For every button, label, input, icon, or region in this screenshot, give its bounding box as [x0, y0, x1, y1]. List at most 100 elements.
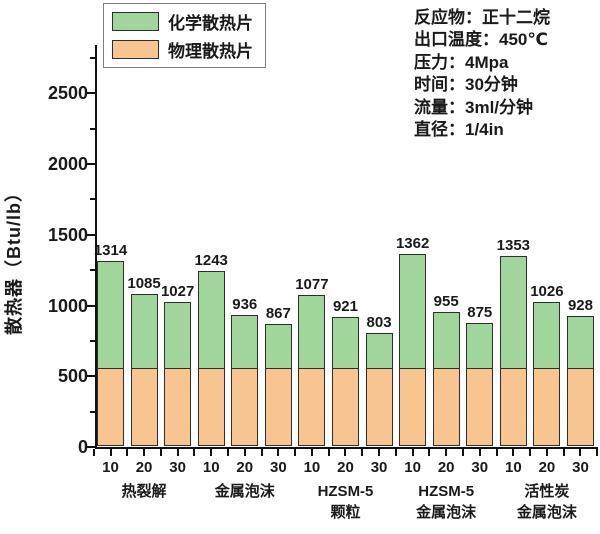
x-axis-tick [109, 449, 112, 456]
y-minor-tick [90, 127, 95, 130]
bar [264, 324, 292, 447]
bar [164, 301, 192, 447]
bar-segment-chemical [264, 324, 292, 370]
group-label: 颗粒 [330, 504, 361, 521]
x-axis-tick [478, 449, 481, 456]
x-axis-tick [529, 449, 532, 456]
bar [566, 315, 594, 447]
bar-segment-physical [331, 368, 359, 446]
bar-value-label: 1085 [127, 274, 161, 292]
bar-segment-physical [97, 368, 124, 446]
x-tick-label: 10 [102, 459, 119, 476]
bar-value-label: 1026 [530, 282, 564, 300]
bar-segment-chemical [331, 316, 359, 370]
bar [399, 254, 427, 447]
bar-segment-chemical [399, 254, 427, 370]
bar [231, 314, 259, 447]
annotation-line: 流量：3ml/分钟 [414, 97, 534, 117]
y-tick-label: 0 [77, 437, 88, 457]
bar-value-label: 875 [467, 304, 493, 322]
bar-segment-physical [566, 368, 594, 446]
chemical-swatch-icon [112, 12, 159, 31]
bar-segment-physical [298, 368, 326, 446]
x-axis-tick [361, 449, 364, 456]
bar-value-label: 1077 [295, 275, 329, 293]
y-major-tick [86, 304, 95, 307]
x-axis-tick [579, 449, 582, 456]
x-tick-label: 20 [538, 459, 556, 476]
bar-segment-chemical [499, 255, 527, 370]
x-tick-label: 30 [471, 459, 489, 476]
x-axis-tick [394, 449, 397, 456]
x-axis-tick [545, 449, 548, 456]
legend-label-physical: 物理散热片 [168, 42, 253, 61]
bar-value-label: 1362 [395, 235, 430, 253]
bar-segment-chemical [130, 293, 158, 370]
x-axis-tick [461, 449, 464, 456]
bar [466, 323, 494, 447]
y-minor-tick [90, 339, 95, 342]
bar-value-label: 1314 [93, 242, 128, 260]
physical-swatch-icon [112, 40, 159, 59]
x-axis-tick [445, 449, 448, 456]
bar-segment-physical [365, 368, 393, 446]
x-tick-label: 20 [236, 459, 254, 476]
y-tick-label: 1500 [47, 224, 88, 245]
x-axis-tick [428, 449, 431, 456]
annotation-line: 压力：4Mpa [414, 52, 509, 72]
bar-segment-chemical [432, 311, 460, 370]
annotation-line: 时间：30分钟 [414, 75, 518, 95]
y-major-tick [86, 163, 95, 166]
bar-segment-chemical [298, 294, 326, 370]
bar-value-label: 955 [433, 292, 459, 310]
x-axis-tick [344, 449, 347, 456]
bar-value-label: 1243 [194, 252, 228, 270]
bar [130, 293, 158, 447]
group-label: 金属泡沫 [516, 504, 577, 521]
x-axis-tick [92, 449, 95, 456]
bar-segment-physical [130, 368, 158, 446]
y-tick-label: 2000 [47, 154, 88, 175]
y-major-tick [86, 233, 95, 236]
bar-segment-chemical [466, 323, 494, 370]
bar-value-label: 928 [567, 296, 593, 314]
x-axis-tick [294, 449, 297, 456]
y-minor-tick [90, 410, 95, 413]
x-tick-label: 10 [303, 459, 321, 476]
x-tick-label: 20 [337, 459, 354, 476]
annotation-line: 出口温度：450℃ [414, 30, 548, 50]
bar-segment-chemical [164, 301, 192, 370]
x-axis-tick [176, 449, 179, 456]
x-tick-label: 10 [504, 459, 522, 476]
y-major-tick [86, 375, 95, 378]
x-tick-label: 30 [169, 459, 186, 476]
x-axis-tick [143, 449, 146, 456]
bar-value-label: 867 [265, 305, 291, 323]
x-axis-tick [596, 449, 599, 456]
bar-segment-physical [432, 368, 460, 446]
bar-segment-physical [231, 368, 259, 446]
x-axis-tick [260, 449, 263, 456]
x-tick-label: 30 [270, 459, 287, 476]
x-tick-label: 10 [404, 459, 421, 476]
x-axis-tick [495, 449, 498, 456]
legend-item-physical: 物理散热片 [112, 37, 253, 62]
group-label: 金属泡沫 [214, 483, 275, 500]
bar [432, 311, 460, 447]
bar-segment-chemical [97, 261, 124, 370]
conditions-annotation-block: 反应物：正十二烷 出口温度：450℃ 压力：4Mpa 时间：30分钟 流量：3ml/分钟… [414, 7, 550, 141]
bar-segment-chemical [197, 271, 225, 370]
bar-segment-chemical [533, 301, 561, 370]
x-tick-label: 30 [572, 459, 589, 476]
bar-value-label: 936 [232, 295, 258, 313]
annotation-line: 反应物：正十二烷 [414, 8, 550, 27]
x-axis-tick [126, 449, 129, 456]
y-minor-tick [90, 269, 95, 272]
group-label: 金属泡沫 [416, 504, 477, 521]
x-axis-tick [243, 449, 246, 456]
bar-segment-chemical [566, 315, 594, 370]
bar-segment-physical [533, 368, 561, 446]
x-axis-tick [193, 449, 196, 456]
y-axis-title: 散热器（Btu/lb） [4, 183, 24, 335]
